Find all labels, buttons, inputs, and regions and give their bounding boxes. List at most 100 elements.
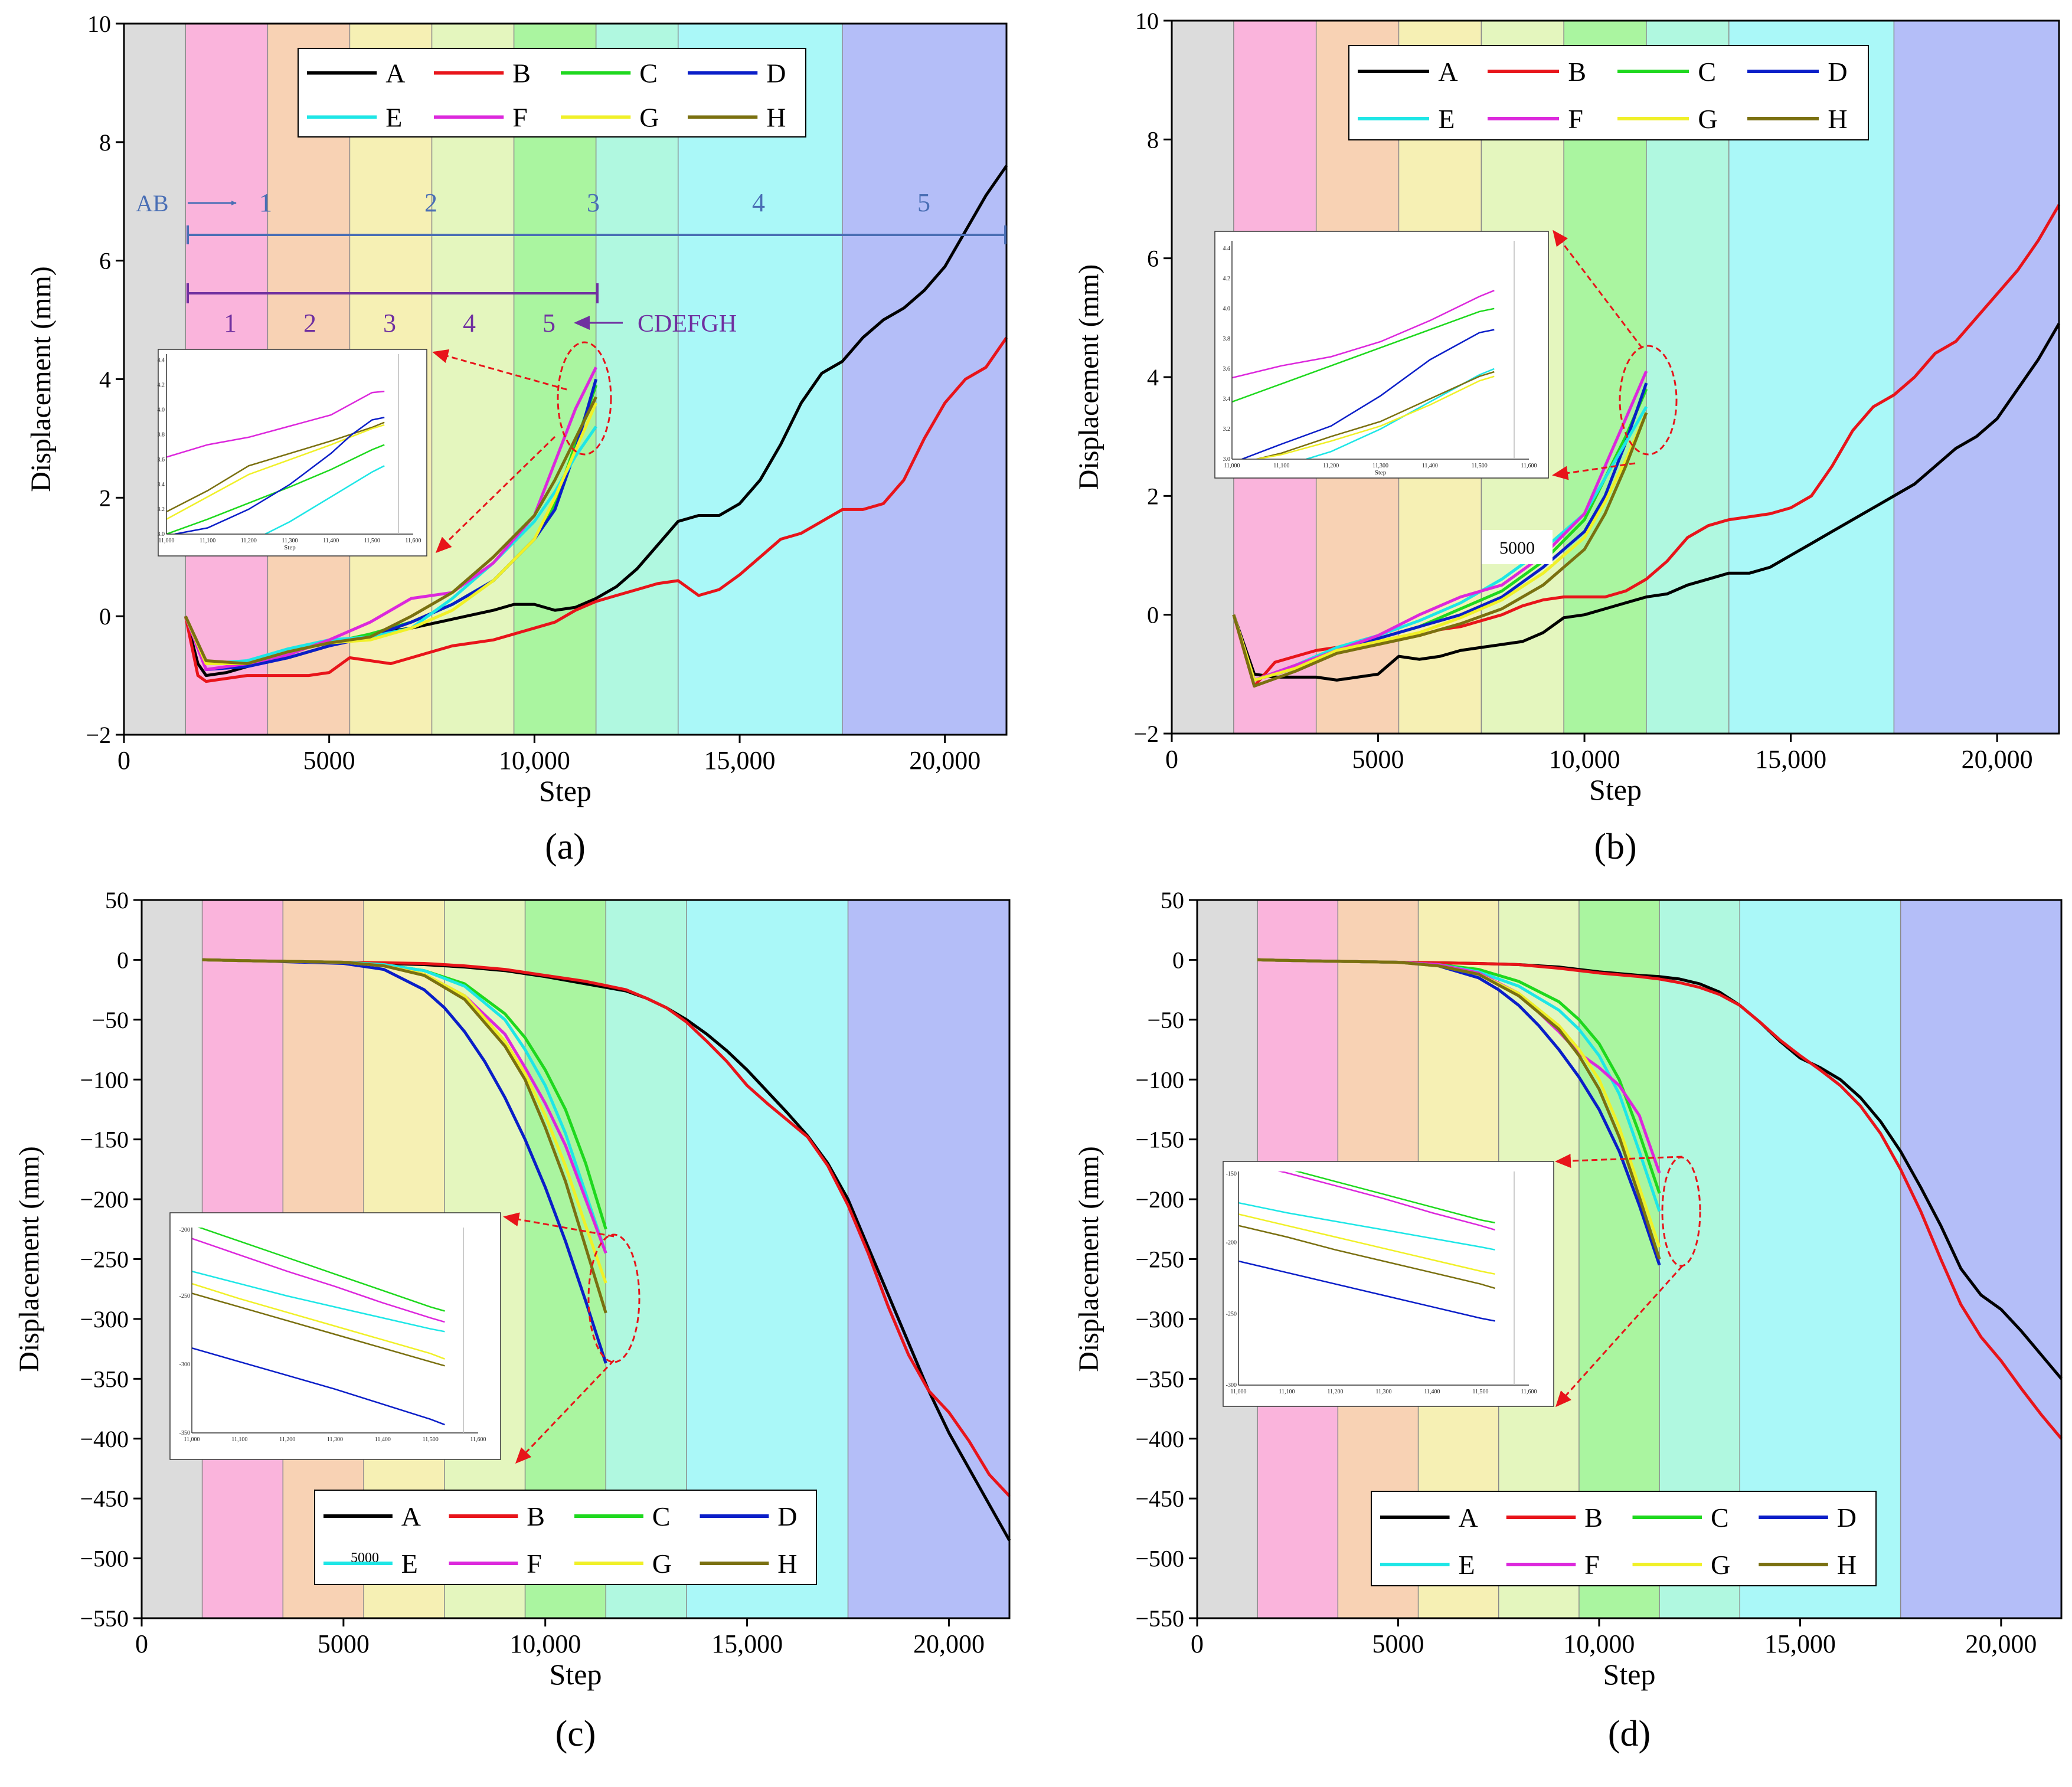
y-tick-label: 0 <box>117 947 129 973</box>
stage-number-ab: 4 <box>752 188 765 217</box>
legend-label: G <box>639 103 659 133</box>
y-tick-label: −450 <box>80 1485 129 1512</box>
inset-x-tick-label: 11,200 <box>241 538 257 544</box>
inset-box <box>1223 1161 1554 1407</box>
y-tick-label: 6 <box>1147 246 1159 272</box>
inset-line-d <box>174 417 385 534</box>
x-tick-label: 5000 <box>303 746 355 775</box>
legend-label: E <box>385 103 402 133</box>
inset-y-tick-label: 4.0 <box>1223 306 1231 312</box>
inset-x-tick-label: 11,400 <box>323 538 339 544</box>
inset-line-h <box>166 421 385 513</box>
legend-box <box>314 1490 817 1585</box>
y-tick-label: −400 <box>80 1426 129 1452</box>
inset-x-tick-label: 11,500 <box>1472 463 1488 469</box>
inset-x-tick-label: 11,600 <box>470 1436 486 1443</box>
y-tick-label: 2 <box>99 485 111 511</box>
legend-label: B <box>1568 57 1586 87</box>
x-tick-label: 15,000 <box>711 1629 783 1658</box>
zoom-ellipse <box>1619 345 1678 456</box>
zoom-inset: 11,000 11,100 11,200 11,300 11,400 11,500 11,6… <box>158 349 427 557</box>
y-axis-label: Displacement (mm) <box>1073 1146 1104 1372</box>
inset-x-tick-label: 11,200 <box>1323 463 1339 469</box>
zoom-ellipse <box>557 341 612 456</box>
ab-label: AB <box>136 190 169 217</box>
stage-number-cd: 2 <box>303 309 316 338</box>
series-line-g <box>1232 412 1648 682</box>
x-tick-label: 15,000 <box>704 746 776 775</box>
inset-y-tick-label: -150 <box>1226 1171 1237 1177</box>
inset-y-tick-label: -200 <box>1226 1240 1237 1246</box>
y-tick-label: 0 <box>1172 947 1184 973</box>
inset-x-tick-label: 11,600 <box>1521 1389 1537 1395</box>
inset-y-tick-label: 3.2 <box>158 506 165 513</box>
series-line-h <box>202 958 607 1314</box>
stage-number-ab: 5 <box>917 188 930 217</box>
inset-x-tick-label: 11,400 <box>1424 1389 1440 1395</box>
inset-x-tick-label: 11,100 <box>1273 463 1289 469</box>
y-tick-label: 8 <box>99 129 111 156</box>
panel-label: (c) <box>555 1714 596 1754</box>
y-tick-label: −500 <box>80 1546 129 1572</box>
inset-y-tick-label: 3.0 <box>158 531 165 538</box>
inset-y-tick-label: 3.8 <box>1223 336 1231 342</box>
inset-y-tick-label: 3.6 <box>158 457 165 463</box>
legend-label: E <box>1438 104 1455 134</box>
inset-line-g <box>1256 375 1495 459</box>
y-tick-label: 8 <box>1147 126 1159 153</box>
inset-x-tick-label: 11,300 <box>1372 463 1388 469</box>
legend-box <box>1348 45 1869 140</box>
inset-x-label: Step <box>1375 469 1387 476</box>
stray-label-bg <box>1482 530 1553 564</box>
legend-label: C <box>1711 1503 1729 1533</box>
legend-label: F <box>1584 1550 1600 1580</box>
inset-y-tick-label: -200 <box>179 1227 190 1233</box>
panel-label: (b) <box>1594 827 1636 867</box>
legend: A B C D E F G H <box>1371 1491 1877 1586</box>
inset-x-tick-label: 11,400 <box>1422 463 1438 469</box>
inset-y-tick-label: -300 <box>179 1361 190 1368</box>
inset-line-c <box>1232 307 1495 403</box>
x-axis-label: Step <box>1603 1658 1656 1691</box>
inset-x-tick-label: 11,300 <box>282 538 298 544</box>
y-tick-label: −550 <box>80 1605 129 1632</box>
stage-number-cd: 5 <box>542 309 555 338</box>
inset-x-tick-label: 11,600 <box>405 538 421 544</box>
inset-x-tick-label: 11,000 <box>1230 1389 1246 1395</box>
stage-number-ab: 1 <box>259 188 272 217</box>
inset-y-tick-label: 4.2 <box>1223 276 1231 282</box>
y-tick-label: −500 <box>1135 1546 1184 1572</box>
y-tick-label: −550 <box>1135 1605 1184 1632</box>
legend-label: E <box>401 1549 418 1579</box>
zoom-arrow <box>432 349 567 391</box>
y-tick-label: −50 <box>91 1007 129 1033</box>
y-axis-label: Displacement (mm) <box>25 266 57 492</box>
y-tick-label: 10 <box>87 11 111 37</box>
legend-label: F <box>1568 104 1583 134</box>
inset-line-e <box>264 465 385 534</box>
stray-label-box: 5000 <box>1482 530 1553 564</box>
inset-line-d <box>1238 1260 1495 1322</box>
y-tick-label: −200 <box>1135 1186 1184 1213</box>
inset-line-f <box>1232 290 1495 379</box>
inset-x-tick-label: 11,500 <box>364 538 380 544</box>
x-tick-label: 20,000 <box>1962 745 2033 774</box>
inset-x-tick-label: 11,100 <box>200 538 215 544</box>
inset-x-tick-label: 11,100 <box>1279 1389 1295 1395</box>
x-tick-label: 10,000 <box>499 746 570 775</box>
series-line-d <box>184 378 598 671</box>
legend-label: D <box>1828 57 1847 87</box>
zoom-callout <box>503 1212 640 1464</box>
inset-y-tick-label: 4.0 <box>158 407 165 414</box>
x-tick-label: 15,000 <box>1755 745 1826 774</box>
inset-y-tick-label: 3.2 <box>1223 426 1231 433</box>
inset-y-tick-label: 4.4 <box>158 358 165 364</box>
y-tick-label: −100 <box>80 1066 129 1093</box>
legend-label: B <box>1584 1503 1603 1533</box>
inset-y-tick-label: 3.4 <box>1223 396 1231 402</box>
inset-line-d <box>192 1347 445 1426</box>
legend-label: A <box>401 1501 421 1531</box>
y-tick-label: −50 <box>1147 1007 1184 1033</box>
